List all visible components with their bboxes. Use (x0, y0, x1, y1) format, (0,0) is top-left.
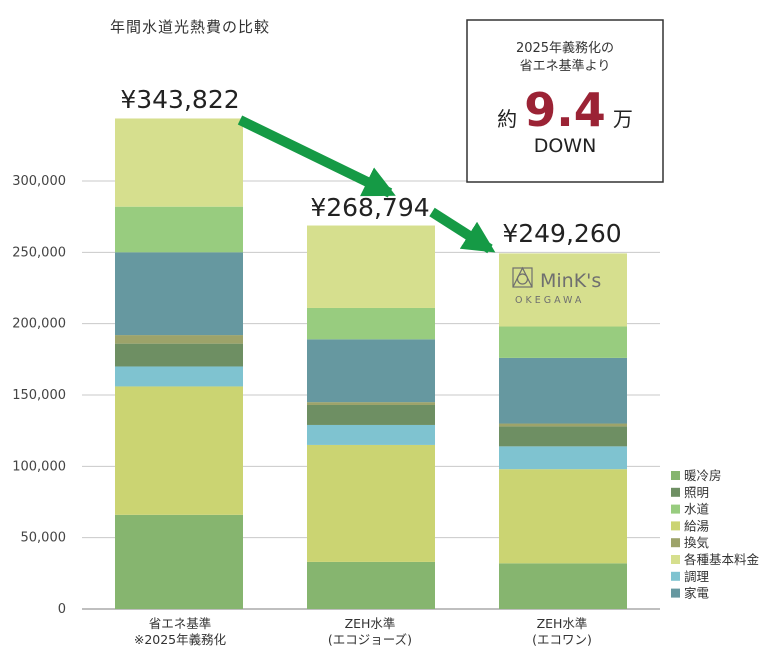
bar-segment (115, 366, 243, 387)
legend-entry: 家電 (684, 586, 710, 601)
bar-segment (499, 469, 627, 564)
trend-arrow (237, 115, 396, 198)
bar-stack (499, 253, 627, 609)
bar-segment (307, 444, 435, 562)
y-tick-label: 50,000 (21, 531, 67, 546)
category-label: 省エネ基準 (149, 616, 212, 631)
y-tick-label: 250,000 (12, 245, 66, 260)
legend-entry: 照明 (684, 485, 709, 500)
totals: ¥343,822 ¥268,794 ¥249,260 (120, 85, 621, 248)
callout-prefix: 約 (497, 107, 517, 131)
total-label: ¥343,822 (120, 85, 239, 114)
logo-circle-icon (516, 273, 529, 285)
y-tick-label: 0 (58, 602, 66, 617)
bars (115, 118, 627, 609)
legend-entry: 調理 (684, 569, 710, 584)
legend-swatch (671, 521, 680, 531)
bar-segment (115, 118, 243, 207)
legend-swatch (671, 471, 680, 480)
bar-segment (115, 343, 243, 367)
bar-segment (307, 225, 435, 308)
callout-box (466, 19, 664, 183)
legend-swatch (671, 538, 680, 548)
logo-name: MinK's (540, 270, 601, 292)
legend-swatch (671, 504, 680, 514)
brand-logo: MinK's OKEGAWA (512, 266, 601, 306)
callout-amount: 約 9.4 万 (497, 83, 633, 137)
bar-segment (115, 206, 243, 253)
category-label: (エコジョーズ) (328, 632, 412, 647)
bar-stack (115, 118, 243, 609)
bar-segment (115, 335, 243, 344)
y-axis: 0 50,000 100,000 150,000 200,000 250,000 300,0… (12, 174, 66, 617)
legend-entry: 各種基本料金 (684, 552, 760, 567)
bar-segment (307, 561, 435, 609)
legend-entry: 換気 (684, 535, 709, 550)
bar-segment (499, 253, 627, 327)
bar-segment (499, 426, 627, 447)
chart-title: 年間水道光熱費の比較 (110, 18, 270, 36)
bar-segment (115, 386, 243, 515)
category-label: ZEH水準 (537, 616, 588, 631)
total-label: ¥249,260 (502, 219, 621, 248)
bar-segment (307, 424, 435, 445)
callout-down: DOWN (534, 135, 597, 157)
bar-segment (499, 446, 627, 470)
y-tick-label: 150,000 (12, 388, 66, 403)
callout-number: 9.4 (524, 83, 606, 137)
legend-swatch (671, 588, 680, 598)
y-tick-label: 200,000 (12, 317, 66, 332)
category-label: ZEH水準 (345, 616, 396, 631)
legend-entry: 給湯 (684, 518, 709, 533)
category-label: ※2025年義務化 (134, 632, 227, 647)
bar-segment (307, 307, 435, 340)
y-tick-label: 100,000 (12, 459, 66, 474)
total-label: ¥268,794 (310, 193, 429, 222)
bar-segment (115, 252, 243, 336)
legend-entry: 水道 (684, 502, 710, 517)
trend-arrow (429, 207, 496, 254)
bar-segment (499, 326, 627, 358)
bar-segment (307, 404, 435, 425)
category-label: (エコワン) (532, 632, 592, 647)
logo-sub: OKEGAWA (515, 295, 584, 306)
legend-entry: 暖冷房 (684, 468, 722, 483)
legend-swatch (671, 487, 680, 497)
bar-segment (115, 514, 243, 609)
legend-swatch (671, 555, 680, 564)
arrows (237, 115, 496, 254)
savings-callout: 2025年義務化の 省エネ基準より 約 9.4 万 DOWN (466, 19, 664, 183)
callout-line1: 2025年義務化の (516, 40, 614, 56)
bar-segment (307, 402, 435, 405)
bar-segment (499, 423, 627, 427)
bar-segment (499, 357, 627, 424)
y-tick-label: 300,000 (12, 174, 66, 189)
bar-segment (499, 563, 627, 609)
bar-segment (307, 339, 435, 403)
bar-stack (307, 225, 435, 609)
logo-roof-icon (512, 266, 533, 288)
callout-unit: 万 (613, 107, 633, 131)
callout-line2: 省エネ基準より (520, 58, 611, 74)
legend-swatch (671, 571, 680, 581)
